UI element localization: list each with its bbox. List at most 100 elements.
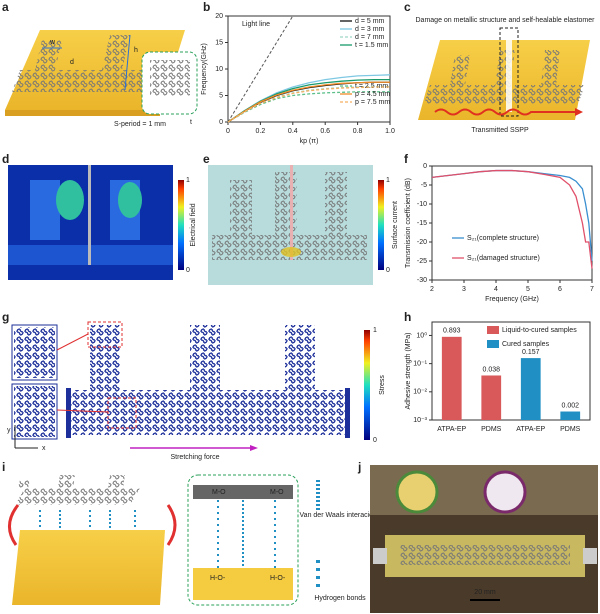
x-tick-label: 7	[590, 286, 594, 293]
hotspot	[281, 247, 301, 257]
zoom-line	[56, 409, 109, 413]
structure	[285, 325, 315, 390]
y-tick-label: 10⁻³	[413, 417, 427, 424]
dim	[124, 34, 131, 91]
label: h	[134, 47, 138, 54]
colorbar-label: 0	[386, 267, 390, 274]
line	[227, 91, 390, 123]
bar	[481, 375, 502, 420]
label: H-O-	[210, 575, 226, 582]
label: Transmitted SSPP	[471, 127, 529, 134]
x-tick-label: 2	[430, 286, 434, 293]
pattern	[230, 180, 252, 235]
x-tick-label: PDMS	[560, 426, 581, 433]
y-tick-label: 15	[215, 39, 223, 46]
axis-name: y	[7, 427, 11, 434]
zoom-pattern	[14, 327, 55, 378]
x-tick-label: ATPA-EP	[437, 426, 466, 433]
y-axis-label: Frequency(GHz)	[201, 43, 208, 95]
structure	[15, 488, 140, 505]
zoom-box	[107, 397, 137, 429]
colorbar-label: 1	[186, 177, 190, 184]
data-label: 0.002	[561, 402, 579, 409]
arrow	[8, 504, 20, 546]
device-pattern	[400, 545, 570, 565]
y-tick-label: -25	[417, 258, 427, 265]
pattern	[541, 50, 560, 85]
substrate	[12, 530, 165, 605]
y-tick-label: -10	[417, 201, 427, 208]
x-axis-label: Frequency (GHz)	[485, 296, 539, 303]
structure	[90, 325, 120, 390]
structure	[18, 480, 30, 488]
structure	[58, 475, 75, 488]
legend-label: Liquid-to-cured samples	[502, 327, 577, 334]
legend-label: S₂₁(damaged structure)	[467, 255, 540, 262]
label: S-period = 1 mm	[114, 121, 166, 128]
label: Van der Waals interacions	[300, 512, 381, 519]
light-line	[227, 15, 294, 123]
legend-label: Cured samples	[502, 341, 550, 348]
legend-swatch	[487, 326, 499, 334]
y-tick-label: 10⁻²	[413, 389, 427, 396]
panel-letter: a	[2, 0, 9, 14]
legend-label: p = 4.5 mm	[355, 91, 390, 98]
legend-label: p = 7.5 mm	[355, 99, 390, 106]
panel-letter: j	[357, 460, 361, 474]
legend-label: t = 1.5 mm	[355, 42, 388, 49]
line	[227, 86, 390, 123]
panel-letter: g	[2, 310, 9, 324]
x-tick-label: 1.0	[385, 128, 395, 135]
y-axis-label: Adhesive strength (MPa)	[405, 332, 412, 409]
colorbar	[378, 180, 384, 270]
logo	[483, 470, 527, 514]
x-tick-label: 3	[462, 286, 466, 293]
scale-label: 20 mm	[474, 589, 496, 596]
field-hot	[118, 182, 142, 218]
legend-label: d = 7 mm	[355, 34, 385, 41]
legend-label: t = 2.5 mm	[355, 83, 388, 90]
structure	[190, 325, 220, 390]
colorbar-title: Surface current	[392, 201, 399, 249]
panel-letter: b	[203, 0, 210, 14]
y-axis-label: Transmission coefficient (dB)	[405, 178, 412, 268]
wave	[434, 108, 575, 116]
colorbar	[364, 330, 370, 440]
y-tick-label: 0	[423, 163, 427, 170]
crack	[290, 165, 293, 260]
force-arrow	[250, 445, 258, 451]
clamp	[66, 388, 71, 438]
inset-pattern	[150, 60, 190, 96]
data-label: 0.157	[522, 349, 540, 356]
substrate-edge	[5, 110, 160, 116]
label: Hydrogen bonds	[314, 595, 366, 602]
y-tick-label: 20	[215, 13, 223, 20]
line	[227, 81, 390, 123]
axis-name: x	[42, 445, 46, 452]
data-label: 0.038	[482, 366, 500, 373]
panel-letter: c	[404, 0, 411, 14]
label: M-O	[270, 489, 284, 496]
x-axis-label: kp (π)	[300, 138, 319, 145]
y-tick-label: 10⁻¹	[413, 360, 427, 367]
panel-letter: f	[404, 152, 409, 166]
x-tick-label: 4	[494, 286, 498, 293]
data-label: 0.893	[443, 328, 461, 335]
x-tick-label: PDMS	[481, 426, 502, 433]
panel-c: Damage on metallic structure and self-he…	[416, 17, 596, 134]
x-tick-label: 6	[558, 286, 562, 293]
y-tick-label: -30	[417, 277, 427, 284]
panel-a: w d h S-period = 1 mm t	[5, 30, 198, 128]
connector	[373, 548, 387, 564]
panel-d: 1 0 Electrical field	[8, 165, 197, 280]
arrow	[575, 108, 583, 116]
y-tick-label: 0	[219, 119, 223, 126]
damage-box	[499, 27, 519, 117]
zoom-line	[56, 333, 89, 351]
arrow	[166, 504, 177, 546]
pattern	[450, 55, 470, 85]
x-tick-label: 0.6	[320, 128, 330, 135]
field-hot	[56, 180, 84, 220]
panel-letter: i	[2, 460, 5, 474]
legend-label: d = 5 mm	[355, 18, 385, 25]
